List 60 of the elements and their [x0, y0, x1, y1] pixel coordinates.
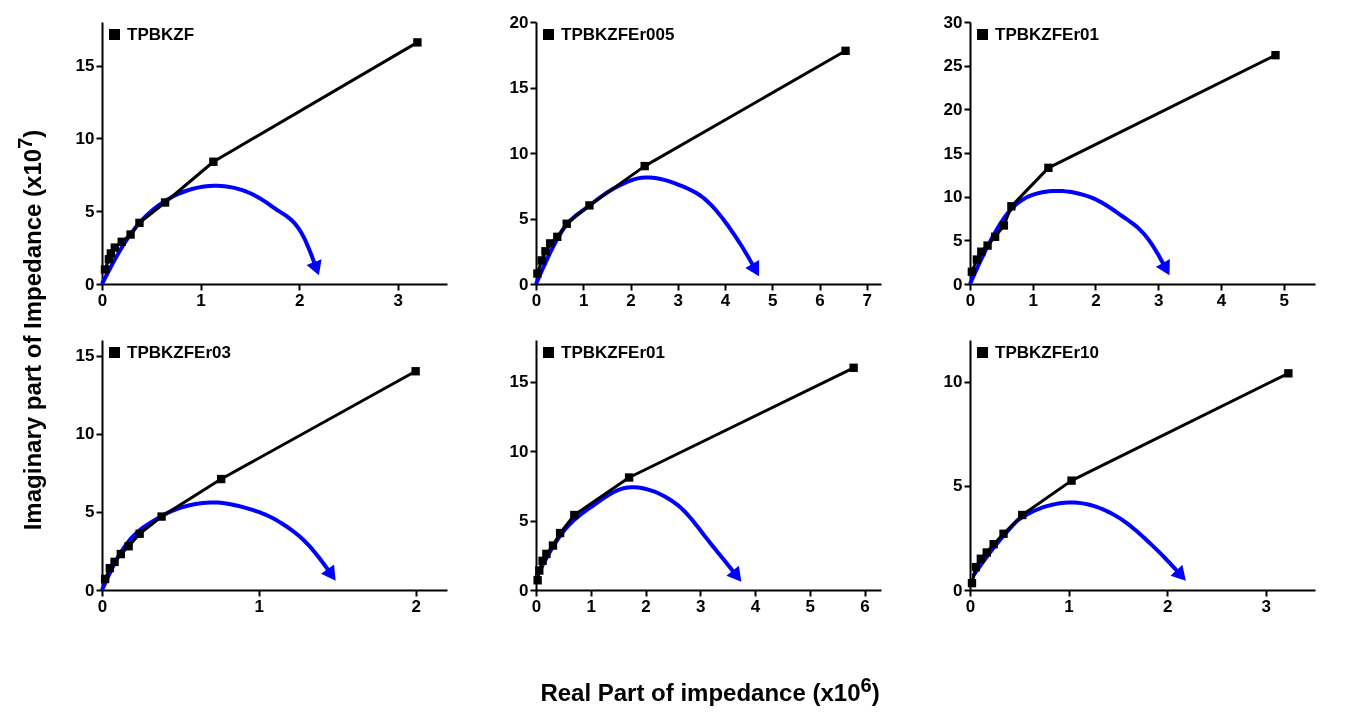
- y-tick-label: 0: [85, 580, 95, 600]
- y-tick-label: 15: [75, 56, 95, 76]
- y-tick-label: 20: [509, 12, 529, 32]
- y-tick-label: 0: [519, 580, 529, 600]
- x-tick-label: 3: [696, 596, 706, 616]
- y-tick-label: 20: [943, 99, 963, 119]
- y-tick-label: 15: [943, 143, 963, 163]
- legend-label: TPBKZFEr01: [561, 342, 665, 362]
- y-tick-label: 15: [509, 372, 529, 392]
- legend-label: TPBKZF: [127, 24, 195, 44]
- y-tick-label: 10: [943, 372, 963, 392]
- y-tick-label: 15: [75, 346, 95, 366]
- x-tick-label: 4: [750, 596, 761, 616]
- x-tick-label: 2: [294, 290, 305, 310]
- y-tick-label: 0: [953, 580, 963, 600]
- y-tick-label: 10: [509, 441, 529, 461]
- y-tick-label: 5: [953, 230, 963, 250]
- y-tick-label: 5: [519, 511, 529, 531]
- x-tick-label: 1: [586, 596, 596, 616]
- y-tick-label: 30: [943, 12, 963, 32]
- y-tick-label: 5: [519, 209, 529, 228]
- x-tick-label: 3: [673, 290, 684, 310]
- x-tick-label: 6: [860, 596, 870, 616]
- x-tick-label: 7: [862, 290, 873, 310]
- x-tick-label: 1: [1028, 290, 1038, 310]
- y-tick-label: 10: [75, 424, 95, 444]
- x-tick-label: 3: [1153, 290, 1164, 310]
- y-tick-label: 0: [85, 274, 95, 294]
- legend-label: TPBKZFEr10: [995, 342, 1099, 362]
- x-tick-label: 1: [196, 290, 206, 310]
- y-tick-label: 10: [75, 128, 95, 148]
- legend-label: TPBKZFEr005: [561, 24, 675, 44]
- legend-label: TPBKZFEr01: [995, 24, 1099, 44]
- x-tick-label: 1: [579, 290, 589, 310]
- x-tick-label: 4: [1216, 290, 1227, 310]
- x-tick-label: 2: [626, 290, 636, 310]
- y-tick-label: 5: [953, 476, 963, 496]
- x-tick-label: 2: [1091, 290, 1101, 310]
- x-tick-label: 3: [393, 290, 403, 310]
- x-tick-label: 5: [768, 290, 778, 310]
- y-tick-label: 0: [519, 274, 529, 294]
- x-axis-title: Real Part of impedance (x10$^{6}$): [540, 673, 880, 707]
- x-tick-label: 3: [1261, 596, 1271, 616]
- x-tick-label: 5: [805, 596, 816, 616]
- legend-label: TPBKZFEr03: [127, 342, 231, 362]
- x-tick-label: 1: [1064, 596, 1074, 616]
- x-tick-label: 4: [720, 290, 731, 310]
- x-tick-label: 2: [641, 596, 651, 616]
- x-tick-label: 2: [411, 596, 421, 616]
- x-tick-label: 1: [254, 596, 265, 616]
- x-tick-label: 5: [1279, 290, 1289, 310]
- y-tick-label: 5: [85, 201, 95, 221]
- y-tick-label: 5: [85, 502, 95, 522]
- y-tick-label: 10: [509, 143, 529, 163]
- y-tick-label: 10: [943, 187, 963, 207]
- x-tick-label: 6: [815, 290, 825, 310]
- y-tick-label: 15: [509, 78, 529, 97]
- y-tick-label: 25: [943, 56, 963, 76]
- x-tick-label: 2: [1162, 596, 1173, 616]
- y-tick-label: 0: [953, 274, 963, 294]
